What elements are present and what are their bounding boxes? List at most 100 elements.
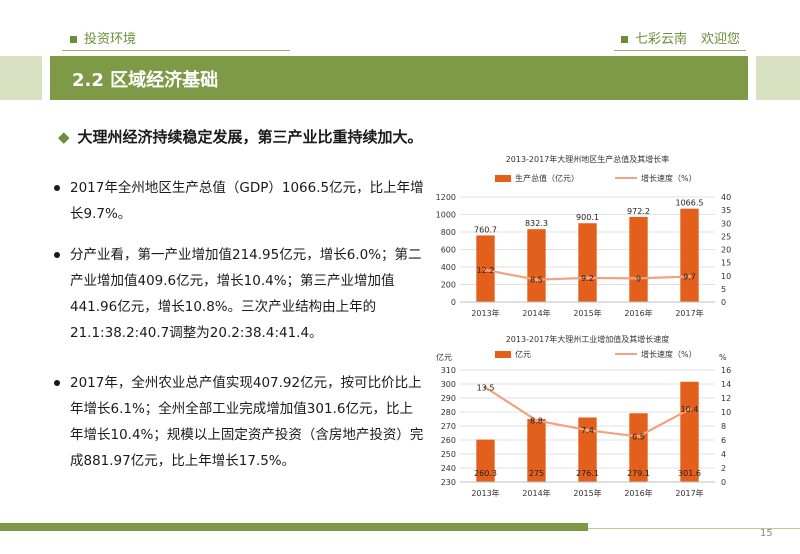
legend-swatch-bar — [495, 175, 511, 182]
bullet-dot-icon — [54, 185, 60, 191]
y-tick-label: 400 — [441, 263, 456, 272]
x-tick-label: 2015年 — [573, 488, 601, 498]
bar-value-label: 276.1 — [576, 469, 599, 478]
title-bar — [50, 56, 748, 100]
page-number: 15 — [760, 528, 773, 539]
growth-value-label: 7.4 — [581, 426, 594, 435]
bullet-text: 2017年全州地区生产总值（GDP）1066.5亿元，比上年增长9.7%。 — [70, 180, 424, 222]
bar — [476, 439, 495, 482]
growth-point — [483, 385, 488, 390]
footer-bar — [0, 523, 588, 531]
x-tick-label: 2013年 — [471, 488, 499, 498]
y2-tick-label: 8 — [721, 422, 726, 431]
bar-value-label: 279.1 — [627, 469, 650, 478]
y2-tick-label: 4 — [721, 450, 726, 459]
growth-point — [687, 407, 692, 411]
diamond-icon: ◆ — [58, 128, 70, 146]
bar — [578, 417, 597, 482]
growth-value-label: 10.4 — [681, 405, 699, 414]
y-tick-label: 1000 — [436, 211, 456, 220]
bullet-item: 分产业看，第一产业增加值214.95亿元，增长6.0%；第二产业增加值409.6… — [54, 242, 426, 346]
bar-value-label: 760.7 — [474, 225, 497, 234]
y2-tick-label: 14 — [721, 380, 731, 389]
growth-value-label: 9.7 — [683, 273, 696, 282]
welcome-text: 欢迎您 — [700, 32, 740, 47]
legend-swatch-bar — [495, 351, 511, 358]
y2-tick-label: 35 — [721, 206, 731, 215]
y2-tick-label: 30 — [721, 219, 731, 228]
legend-label: 生产总值（亿元） — [515, 173, 579, 183]
growth-point — [636, 434, 641, 439]
y2-tick-label: 0 — [721, 298, 726, 307]
y-tick-label: 300 — [441, 380, 456, 389]
bar — [629, 413, 648, 482]
bar-value-label: 260.3 — [474, 469, 497, 478]
y2-tick-label: 40 — [721, 193, 731, 202]
y2-tick-label: 25 — [721, 232, 731, 241]
growth-point — [585, 428, 590, 432]
y2-tick-label: 10 — [721, 272, 731, 281]
bar-value-label: 301.6 — [678, 469, 701, 478]
y-tick-label: 600 — [441, 246, 456, 255]
section-label: 投资环境 — [70, 28, 136, 47]
y-tick-label: 0 — [451, 298, 456, 307]
growth-value-label: 9.2 — [581, 274, 594, 283]
bar — [629, 216, 648, 302]
x-tick-label: 2013年 — [471, 308, 499, 318]
bar-value-label: 900.1 — [576, 213, 599, 222]
y2-tick-label: 10 — [721, 408, 731, 417]
y2-tick-label: 2 — [721, 464, 726, 473]
square-icon — [620, 36, 628, 43]
y2-axis-label: % — [719, 353, 727, 362]
growth-value-label: 6.5 — [632, 433, 645, 442]
bullet-item: 2017年，全州农业总产值实现407.92亿元，按可比价比上年增长6.1%；全州… — [54, 370, 426, 474]
x-tick-label: 2014年 — [522, 308, 550, 318]
y2-tick-label: 20 — [721, 246, 731, 255]
growth-value-label: 12.2 — [477, 266, 495, 275]
growth-value-label: 9 — [636, 274, 641, 283]
y2-tick-label: 6 — [721, 436, 726, 445]
x-tick-label: 2017年 — [675, 308, 703, 318]
header-divider-left — [62, 50, 290, 51]
growth-value-label: 8.8 — [530, 416, 543, 425]
page-title: 2.2 区域经济基础 — [72, 70, 219, 91]
headline-text: 大理州经济持续稳定发展，第三产业比重持续加大。 — [77, 128, 423, 146]
growth-value-label: 8.5 — [530, 276, 543, 285]
growth-value-label: 13.5 — [477, 384, 495, 393]
bullet-dot-icon — [54, 252, 60, 258]
footer-divider — [588, 528, 800, 529]
y-tick-label: 800 — [441, 228, 456, 237]
y-axis-label: 亿元 — [436, 352, 452, 362]
growth-point — [483, 268, 488, 272]
y-tick-label: 230 — [441, 478, 456, 487]
x-tick-label: 2016年 — [624, 488, 652, 498]
growth-point — [534, 418, 539, 423]
y-tick-label: 310 — [441, 366, 456, 375]
y-tick-label: 280 — [441, 408, 456, 417]
legend-label: 增长速度（%） — [641, 173, 697, 183]
y-tick-label: 200 — [441, 281, 456, 290]
x-tick-label: 2017年 — [675, 488, 703, 498]
section-label-text: 投资环境 — [84, 32, 137, 47]
y-tick-label: 260 — [441, 436, 456, 445]
bar — [680, 381, 699, 482]
bullet-dot-icon — [54, 380, 60, 386]
y2-tick-label: 16 — [721, 366, 731, 375]
bar-value-label: 972.2 — [627, 207, 650, 216]
bullet-text: 2017年，全州农业总产值实现407.92亿元，按可比价比上年增长6.1%；全州… — [70, 375, 424, 469]
growth-point — [687, 274, 692, 279]
chart-title: 2013-2017年大理州地区生产总值及其增长率 — [506, 154, 670, 164]
y2-tick-label: 0 — [721, 478, 726, 487]
bullet-item: 2017年全州地区生产总值（GDP）1066.5亿元，比上年增长9.7%。 — [54, 175, 426, 227]
y-tick-label: 1200 — [436, 193, 456, 202]
y-tick-label: 250 — [441, 450, 456, 459]
legend-label: 增长速度（%） — [641, 349, 697, 359]
y2-tick-label: 12 — [721, 394, 731, 403]
x-tick-label: 2015年 — [573, 308, 601, 318]
legend-label: 亿元 — [515, 349, 531, 359]
growth-point — [636, 276, 641, 281]
x-tick-label: 2014年 — [522, 488, 550, 498]
bar — [527, 229, 546, 302]
